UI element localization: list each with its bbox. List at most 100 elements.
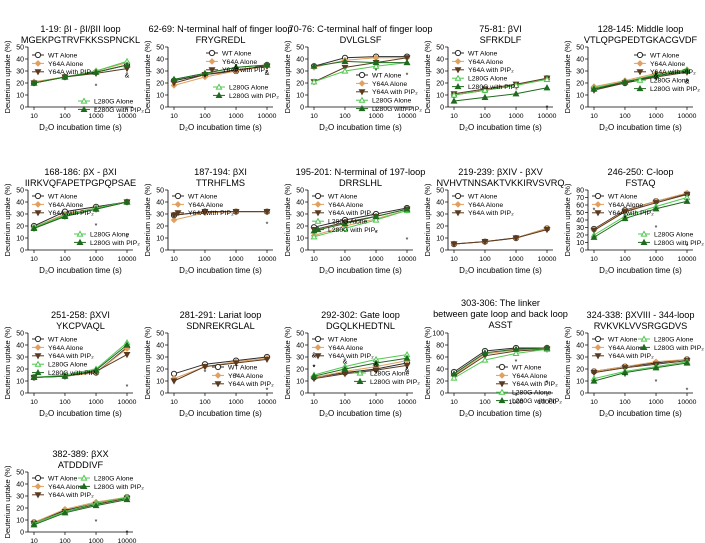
data-point (341, 57, 349, 64)
x-axis-label: D₂O incubation time (s) (599, 123, 682, 132)
y-tick-label: 10 (16, 518, 24, 525)
legend-marker (594, 201, 602, 208)
y-tick-label: 30 (296, 355, 304, 362)
data-point (30, 224, 38, 231)
y-tick-label: 50 (16, 188, 24, 195)
data-point (30, 79, 38, 86)
y-tick-label: 20 (436, 224, 444, 231)
data-point (92, 366, 100, 373)
legend-label: WT Alone (372, 72, 402, 79)
x-tick-label: 10 (450, 113, 458, 120)
significance-marker: & (234, 64, 239, 71)
data-point (232, 63, 240, 70)
legend-marker (214, 363, 222, 371)
y-tick-label: 0 (580, 105, 584, 112)
y-axis-label: Deuterium uptake (%) (3, 183, 12, 256)
significance-marker: * (406, 237, 409, 244)
series-line (453, 77, 548, 95)
significance-marker: & (654, 73, 659, 80)
series-line (453, 348, 548, 379)
y-tick-label: 10 (156, 236, 164, 243)
data-point (310, 78, 318, 85)
data-point (403, 55, 411, 62)
y-tick-label: 0 (20, 530, 24, 537)
data-point (123, 495, 131, 503)
data-point (512, 235, 520, 242)
y-tick-label: 0 (440, 248, 444, 255)
significance-marker: * (313, 365, 316, 372)
legend-marker (636, 76, 644, 83)
legend-label: L280G with PIP₂ (654, 240, 704, 247)
panel-subtitle: MGEKPGTRVFKKSSPNCKL (21, 35, 140, 45)
panel-title: 75-81: βVI (479, 24, 522, 34)
significance-marker: * (593, 208, 596, 215)
y-tick-label: 20 (16, 224, 24, 231)
legend-marker (640, 230, 648, 237)
data-point (481, 86, 489, 93)
legend-label: L280G with PIP₂ (328, 227, 378, 234)
legend-marker (34, 51, 42, 59)
series-line (313, 208, 408, 232)
data-point (543, 84, 551, 91)
legend-marker (34, 474, 42, 482)
panel-subtitle: SDNREKRGLAL (186, 321, 254, 331)
legend-marker (358, 80, 366, 87)
significance-marker: * (406, 73, 409, 80)
y-tick-label: 50 (156, 331, 164, 338)
data-point (512, 345, 520, 352)
legend-label: Y64A Alone (608, 202, 643, 209)
legend-label: WT Alone (48, 336, 78, 343)
x-tick-label: 10000 (538, 256, 557, 263)
legend-label: L280G with PIP₂ (229, 93, 279, 100)
significance-marker: & (405, 367, 410, 374)
data-point (232, 360, 240, 367)
legend-marker (314, 217, 322, 224)
y-tick-label: 30 (156, 212, 164, 219)
data-point (30, 373, 38, 380)
legend-marker (80, 474, 88, 481)
legend-marker (358, 71, 366, 79)
x-tick-label: 10000 (398, 399, 417, 406)
legend-marker (356, 377, 364, 384)
legend-label: L280G with PIP₂ (94, 484, 144, 491)
legend-marker (34, 210, 42, 217)
data-point (450, 241, 458, 248)
panel-title: 128-145: Middle loop (598, 24, 684, 34)
legend-label: L280G with PIP₂ (512, 398, 562, 405)
x-tick-label: 10 (30, 256, 38, 263)
y-tick-label: 40 (16, 482, 24, 489)
x-tick-label: 1000 (88, 256, 103, 263)
legend-marker (34, 60, 42, 67)
legend-label: WT Alone (650, 52, 680, 59)
legend-marker (34, 492, 42, 499)
y-tick-label: 80 (436, 343, 444, 350)
legend-marker (640, 335, 648, 342)
data-point (232, 209, 240, 216)
data-point (512, 81, 520, 88)
legend-marker (498, 388, 506, 395)
panel-subtitle: NVHVTNNSAKTVKKIRVSVRQ (437, 178, 565, 188)
x-tick-label: 1000 (228, 113, 243, 120)
legend-marker (454, 201, 462, 208)
y-tick-label: 20 (16, 81, 24, 88)
x-tick-label: 1000 (648, 113, 663, 120)
legend-marker (594, 192, 602, 200)
y-axis-label: Deuterium uptake (%) (143, 40, 152, 113)
significance-marker: & (125, 73, 130, 80)
legend-label: L280G Alone (90, 231, 130, 238)
series-line (33, 201, 128, 228)
series-line (313, 56, 407, 67)
legend-marker (174, 192, 182, 200)
legend-label: L280G Alone (94, 475, 134, 482)
legend-label: L280G Alone (512, 390, 552, 397)
significance-marker: * (546, 105, 549, 112)
panel-title: 1-19: βI - βI/βII loop (40, 24, 120, 34)
series-line (453, 348, 548, 376)
y-tick-label: 20 (156, 224, 164, 231)
x-tick-label: 10 (590, 399, 598, 406)
